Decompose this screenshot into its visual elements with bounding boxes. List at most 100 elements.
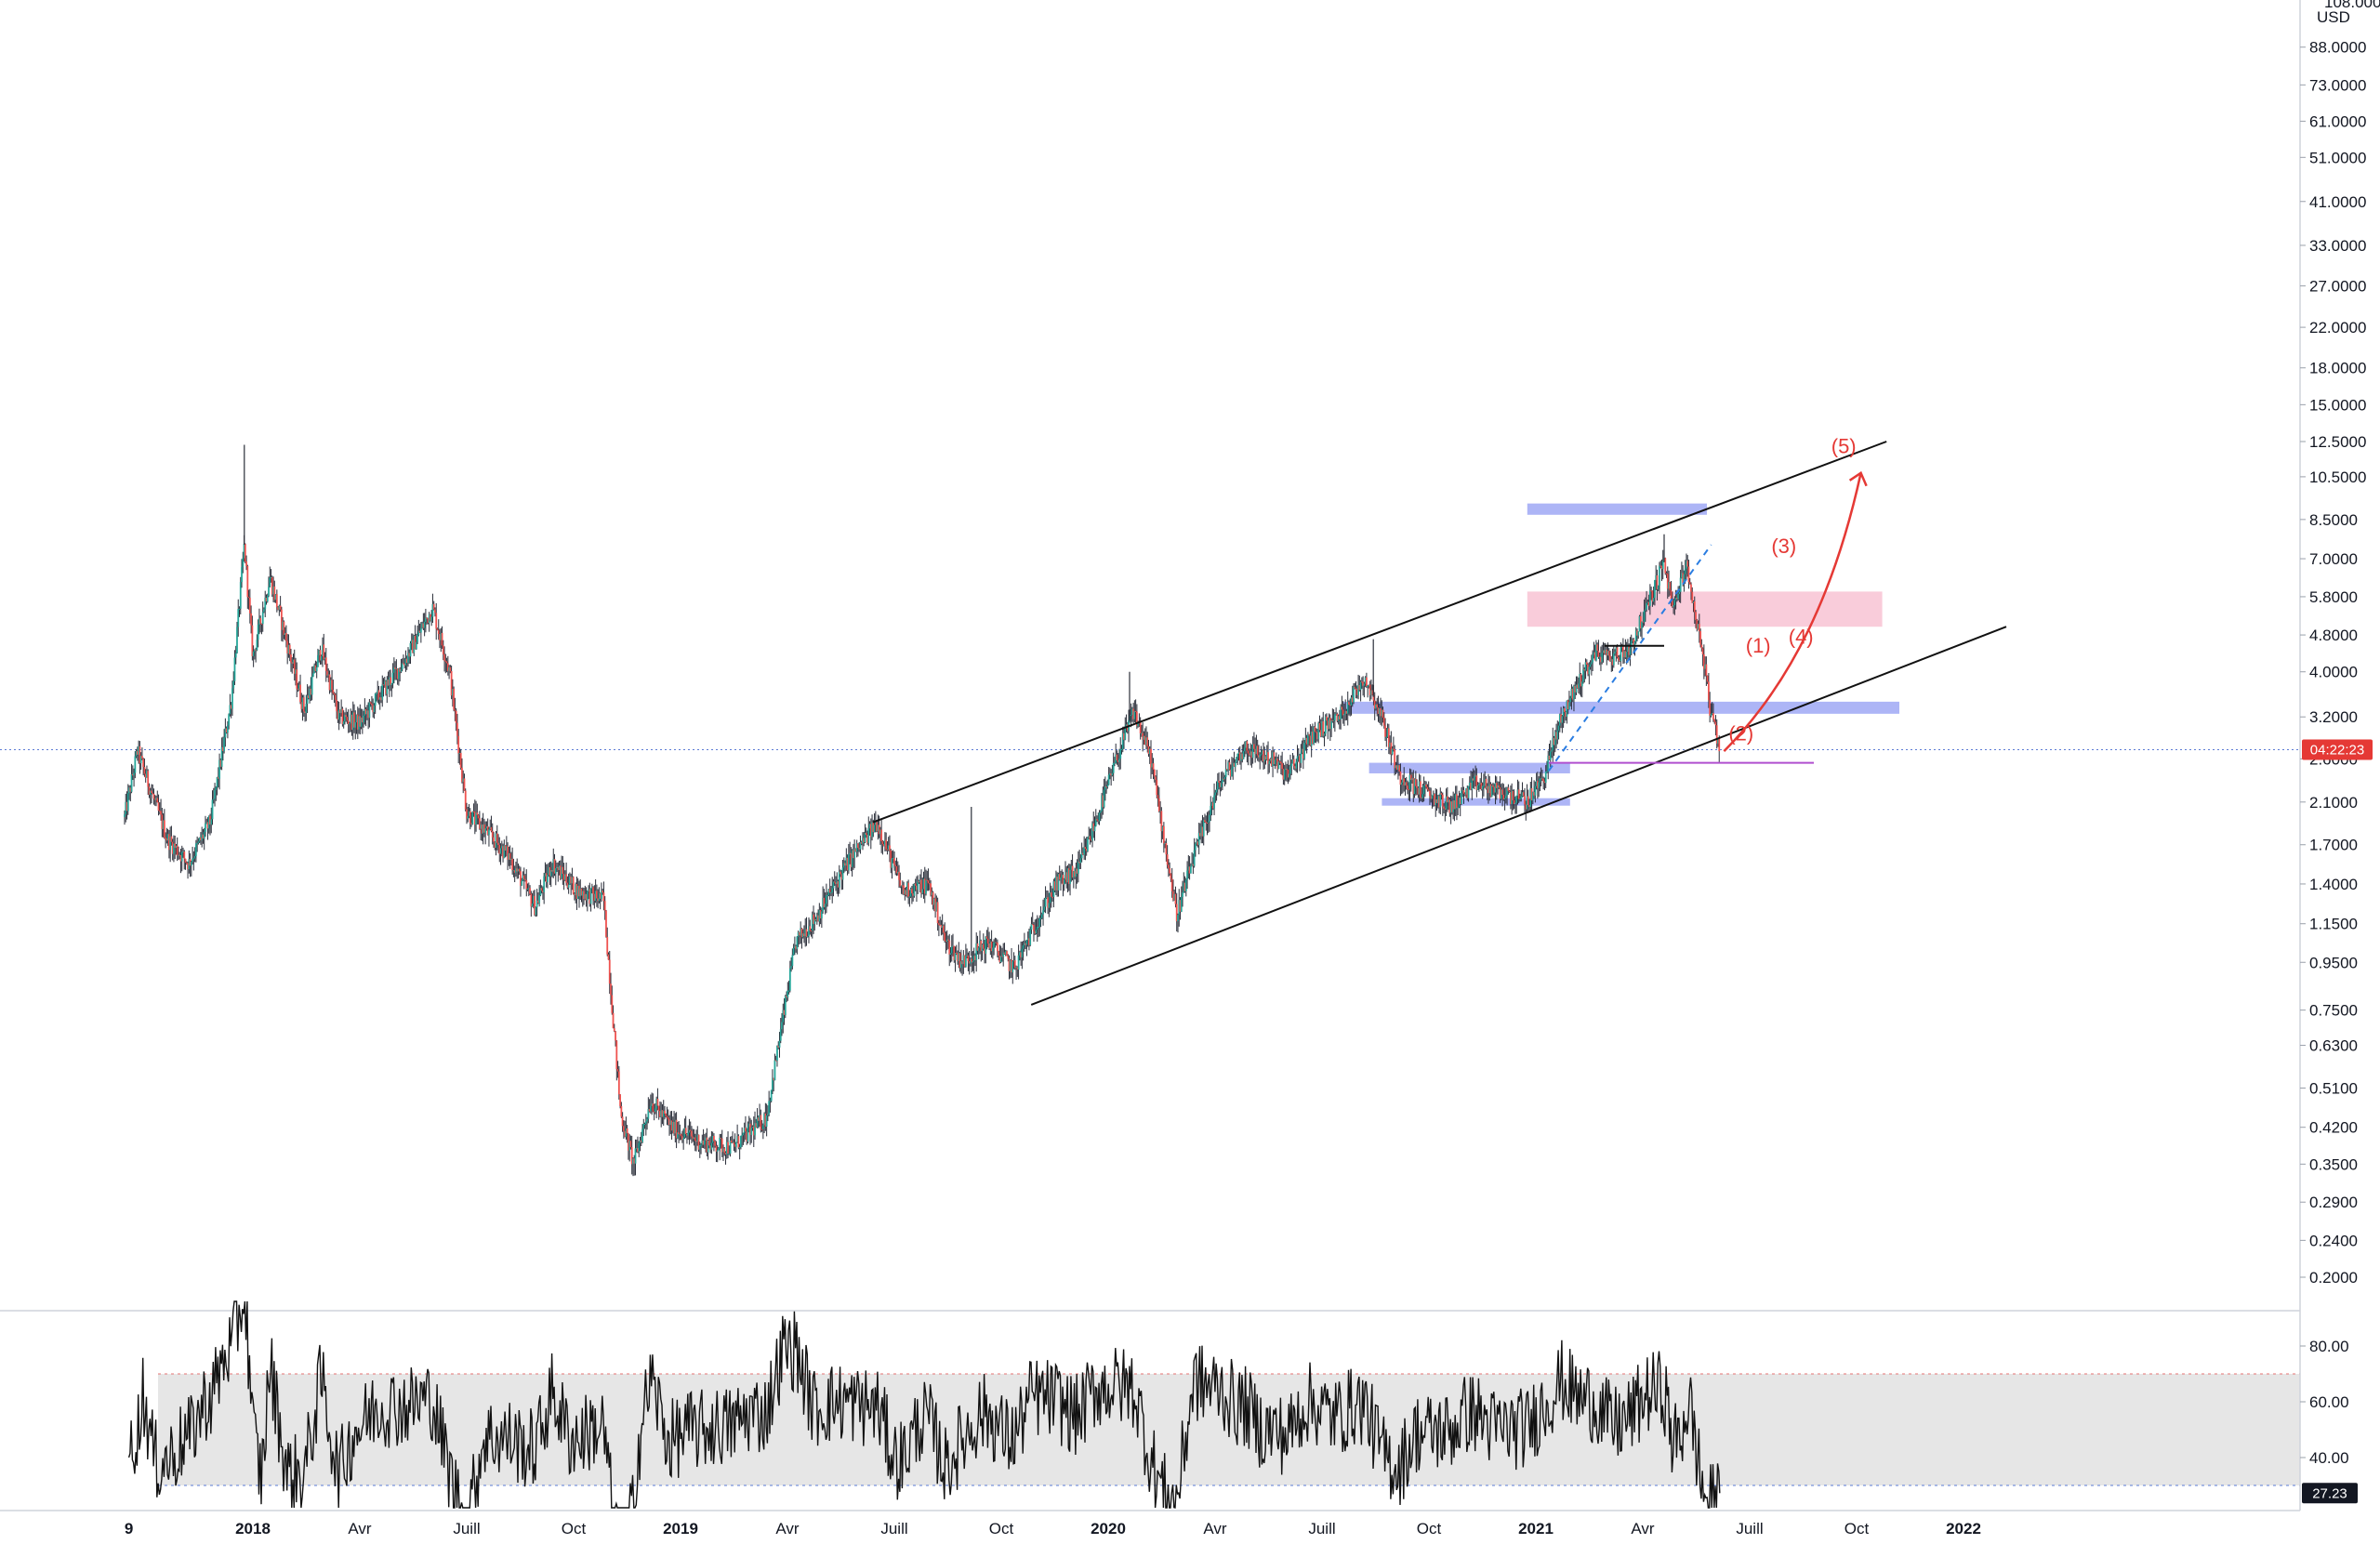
candle-body	[1306, 734, 1309, 745]
candle-body	[1302, 748, 1304, 759]
candle-body	[811, 914, 813, 931]
candle-body	[670, 1120, 673, 1131]
candle-body	[820, 911, 823, 918]
channel-upper-line[interactable]	[872, 441, 1887, 824]
candle-body	[1139, 722, 1142, 733]
candle-body	[774, 1060, 776, 1081]
candle-body	[642, 1124, 645, 1129]
candle-body	[967, 955, 970, 962]
price-tick-label: 4.0000	[2309, 664, 2358, 681]
candle-body	[296, 669, 298, 689]
rsi-value-badge	[2302, 1483, 2358, 1504]
candle-body	[809, 926, 812, 931]
candle-body	[1408, 789, 1410, 791]
candle-body	[824, 904, 826, 907]
candles	[124, 444, 1721, 1177]
candle-body	[671, 1121, 674, 1131]
rsi-indicator-pane[interactable]	[127, 1300, 2300, 1509]
candle-body	[1493, 786, 1496, 793]
price-tick-label: 1.7000	[2309, 837, 2358, 854]
candle-body	[128, 787, 130, 794]
candle-body	[545, 873, 548, 882]
candle-body	[1355, 688, 1357, 690]
candle-body	[290, 654, 292, 663]
candle-body	[963, 955, 966, 967]
price-tick-label: 61.0000	[2309, 112, 2366, 130]
channel-lower-line[interactable]	[1030, 626, 2007, 1006]
candle-body	[549, 870, 552, 877]
candle-body	[941, 925, 944, 928]
candle-body	[304, 711, 306, 714]
candle-body	[1402, 778, 1404, 783]
candle-body	[1686, 561, 1689, 567]
rsi-line[interactable]	[127, 1300, 1721, 1509]
candle-body	[1350, 697, 1353, 706]
candle-body	[966, 955, 969, 957]
candle-body	[409, 642, 412, 657]
candle-body	[1018, 952, 1021, 956]
candle-body	[464, 790, 467, 810]
candle-body	[1687, 566, 1690, 583]
candle-body	[1003, 952, 1006, 955]
candle-body	[970, 958, 972, 964]
candle-body	[1008, 958, 1011, 971]
candle-body	[1049, 891, 1051, 904]
candle-body	[1517, 789, 1520, 799]
candle-body	[1372, 694, 1375, 701]
candle-body	[830, 891, 832, 893]
candle-body	[892, 858, 894, 860]
candle-body	[324, 657, 327, 671]
candle-body	[721, 1139, 723, 1153]
candle-body	[1683, 574, 1686, 584]
candle-body	[136, 751, 139, 755]
candle-body	[155, 798, 157, 800]
candle-body	[1034, 930, 1037, 934]
candle-body	[1584, 662, 1587, 671]
support-zone[interactable]	[1382, 798, 1570, 806]
candle-body	[932, 891, 934, 905]
candle-body	[853, 849, 856, 859]
candle-body	[527, 888, 530, 890]
candle-body	[552, 859, 555, 872]
candle-body	[796, 936, 799, 949]
candle-body	[572, 877, 575, 894]
candle-body	[1452, 799, 1455, 812]
candle-body	[163, 820, 165, 838]
candle-body	[1207, 821, 1210, 824]
candle-body	[269, 577, 271, 587]
candle-body	[1082, 852, 1084, 855]
candle-body	[1256, 746, 1259, 756]
support-zone[interactable]	[1343, 701, 1899, 714]
resistance-zone[interactable]	[1527, 591, 1883, 627]
candle-body	[1133, 710, 1136, 719]
main-price-pane[interactable]: (5) (3) (4) (1) (2)	[0, 435, 2300, 1312]
candle-body	[617, 1071, 620, 1095]
price-tick-label: 18.0000	[2309, 360, 2366, 377]
candle-body	[1103, 789, 1105, 808]
candle-body	[134, 756, 137, 773]
candle-body	[273, 586, 276, 600]
candle-body	[1314, 726, 1316, 732]
candle-body	[1435, 798, 1437, 806]
candle-body	[696, 1134, 699, 1142]
candle-body	[194, 843, 197, 856]
candle-body	[225, 728, 228, 733]
candle-body	[635, 1148, 638, 1150]
projection-arrow[interactable]	[1723, 472, 1862, 753]
candle-body	[512, 870, 515, 872]
time-axis[interactable]: 9 2018 Avr Juill Oct 2019 Avr Juill Oct 2020 Avr Ju…	[0, 1510, 2300, 1537]
candle-body	[1362, 681, 1365, 686]
candle-body	[759, 1115, 760, 1121]
candle-body	[583, 891, 585, 900]
support-zone[interactable]	[1368, 762, 1570, 773]
blue-dashed-trendline[interactable]	[1547, 544, 1712, 772]
candle-body	[217, 777, 219, 779]
support-zone[interactable]	[1527, 503, 1707, 515]
price-axis[interactable]: 108.0000USD 88.0000 73.0000 61.0000 51.0000 4…	[2299, 0, 2380, 1511]
candle-body	[899, 879, 902, 887]
candle-body	[1431, 795, 1434, 799]
candle-body	[1597, 650, 1600, 657]
candle-body	[736, 1136, 739, 1142]
candle-body	[1324, 716, 1327, 734]
